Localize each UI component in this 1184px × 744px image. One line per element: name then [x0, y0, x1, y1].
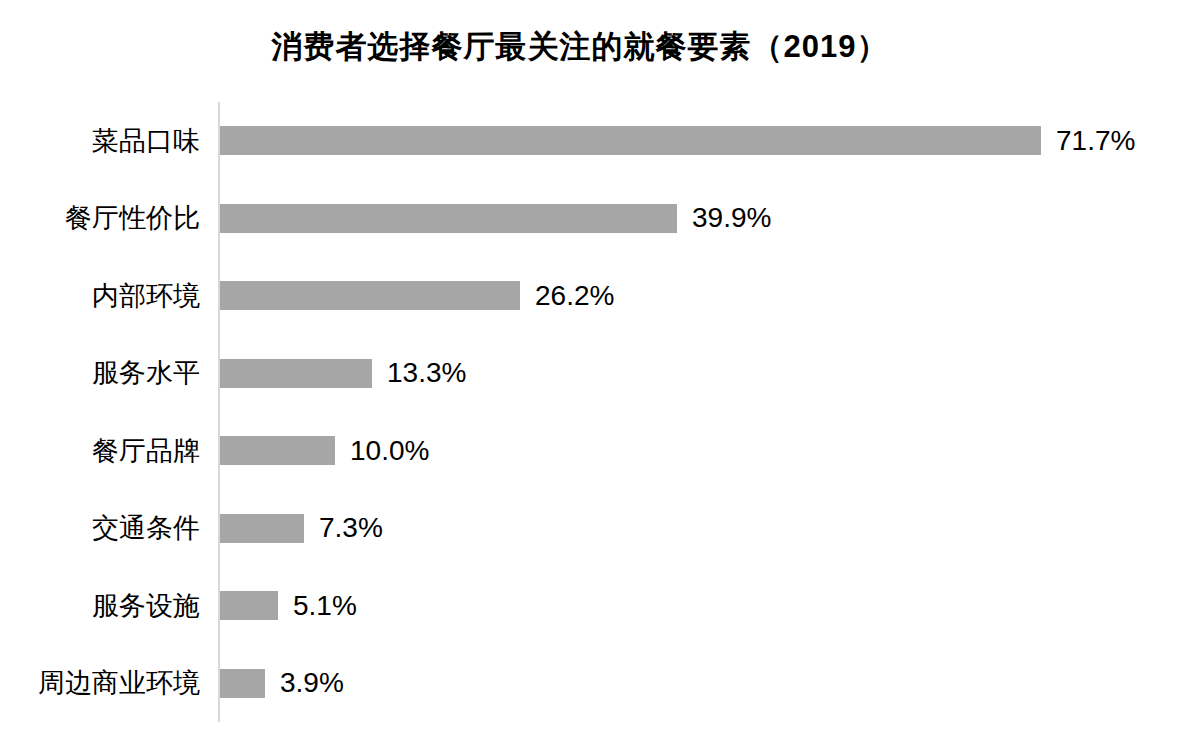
- value-label: 3.9%: [280, 667, 344, 699]
- value-label: 39.9%: [692, 202, 771, 234]
- bar-track: 5.1%: [220, 567, 1184, 645]
- bar-row: 餐厅性价比 39.9%: [0, 180, 1184, 258]
- bar-row: 服务设施 5.1%: [0, 567, 1184, 645]
- bar-track: 7.3%: [220, 490, 1184, 568]
- category-label: 餐厅性价比: [0, 200, 200, 236]
- category-label: 餐厅品牌: [0, 433, 200, 469]
- bar-track: 39.9%: [220, 180, 1184, 258]
- bar-row: 服务水平 13.3%: [0, 335, 1184, 413]
- value-label: 10.0%: [350, 435, 429, 467]
- bar: [220, 591, 278, 620]
- bar-row: 菜品口味 71.7%: [0, 102, 1184, 180]
- value-label: 5.1%: [293, 590, 357, 622]
- category-label: 内部环境: [0, 278, 200, 314]
- bar: [220, 359, 372, 388]
- category-label: 服务设施: [0, 588, 200, 624]
- chart-title: 消费者选择餐厅最关注的就餐要素（2019）: [0, 26, 1160, 68]
- bar-row: 周边商业环境 3.9%: [0, 645, 1184, 723]
- category-label: 菜品口味: [0, 123, 200, 159]
- bar: [220, 204, 677, 233]
- value-label: 71.7%: [1056, 125, 1135, 157]
- bar: [220, 514, 304, 543]
- value-label: 26.2%: [535, 280, 614, 312]
- bar-track: 71.7%: [220, 102, 1184, 180]
- value-label: 7.3%: [319, 512, 383, 544]
- bar-row: 内部环境 26.2%: [0, 257, 1184, 335]
- bar-rows: 菜品口味 71.7% 餐厅性价比 39.9% 内部环境 26.2% 服务水平 1…: [0, 102, 1184, 722]
- plot-area: 菜品口味 71.7% 餐厅性价比 39.9% 内部环境 26.2% 服务水平 1…: [0, 102, 1184, 722]
- bar: [220, 126, 1041, 155]
- bar: [220, 669, 265, 698]
- bar-track: 10.0%: [220, 412, 1184, 490]
- bar-row: 餐厅品牌 10.0%: [0, 412, 1184, 490]
- bar-track: 3.9%: [220, 645, 1184, 723]
- category-label: 服务水平: [0, 355, 200, 391]
- category-label: 交通条件: [0, 510, 200, 546]
- bar: [220, 281, 520, 310]
- bar-track: 26.2%: [220, 257, 1184, 335]
- bar-track: 13.3%: [220, 335, 1184, 413]
- category-label: 周边商业环境: [0, 665, 200, 701]
- chart-canvas: 消费者选择餐厅最关注的就餐要素（2019） 菜品口味 71.7% 餐厅性价比 3…: [0, 0, 1184, 744]
- value-label: 13.3%: [387, 357, 466, 389]
- bar-row: 交通条件 7.3%: [0, 490, 1184, 568]
- bar: [220, 436, 335, 465]
